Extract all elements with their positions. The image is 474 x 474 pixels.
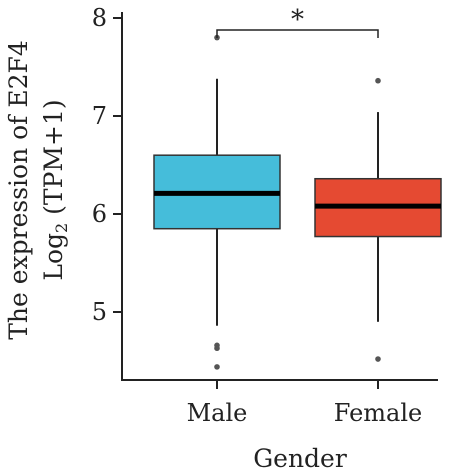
outlier-point [214,345,220,352]
x-axis-label: Gender [253,444,347,473]
y-axis-label-subscript: 2 [52,223,71,233]
outlier-point [375,356,381,362]
y-tick-label: 8 [92,4,107,32]
axes [121,12,438,381]
boxes [153,34,442,370]
outlier-point [375,77,381,84]
x-tick-label: Male [187,399,248,427]
box-female [314,77,442,362]
x-ticks: Male Female [187,380,423,427]
y-tick-label: 7 [92,102,107,130]
y-tick-label: 5 [92,298,107,326]
significance-star: * [291,5,304,35]
y-axis-label-unit: (TPM+1) [39,99,68,222]
box-male [153,34,281,370]
bracket-line [216,29,379,38]
y-ticks: 5 6 7 8 [92,4,122,326]
y-axis-label-line2: Log2 (TPM+1) [39,99,71,280]
y-axis-label-log: Log [39,233,68,281]
outlier-point [214,364,220,370]
y-axis-label-line1: The expression of E2F4 [4,40,33,340]
x-tick-label: Female [334,399,423,427]
y-tick-label: 6 [92,200,107,228]
significance-bracket: * [216,5,379,38]
